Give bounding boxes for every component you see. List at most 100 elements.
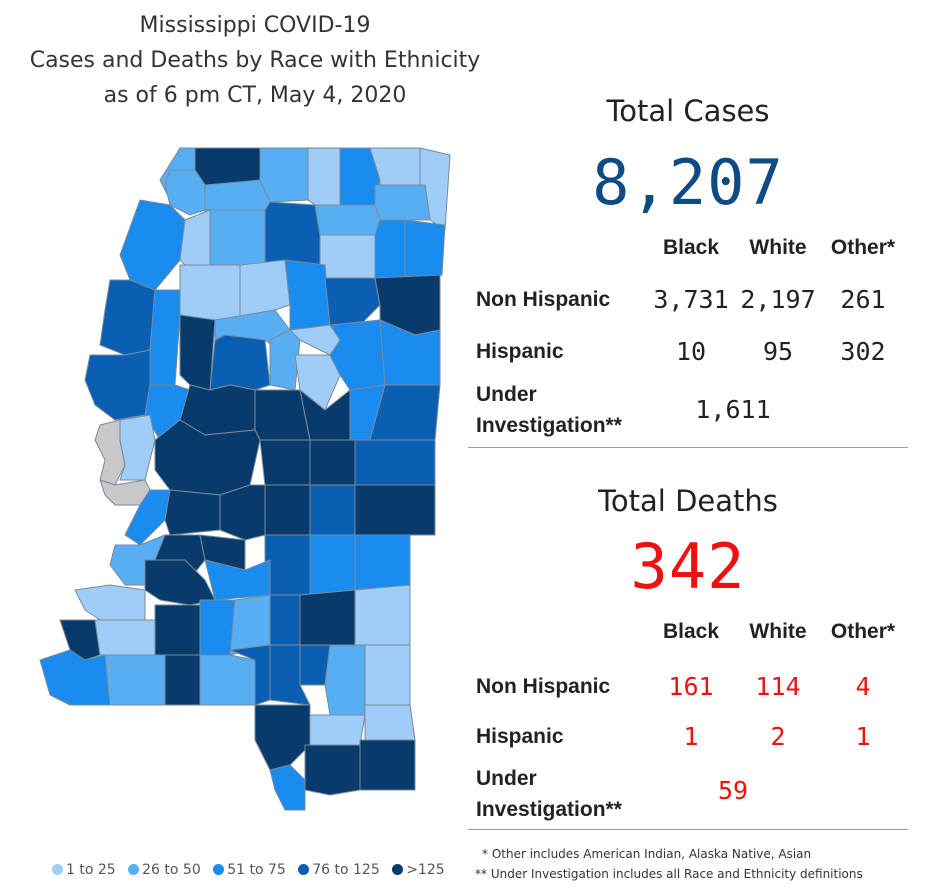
county-region [144, 559, 216, 606]
county-region [364, 704, 416, 741]
county-region [354, 584, 411, 646]
county-region [269, 644, 311, 706]
county-region [119, 414, 156, 481]
title-line-3: as of 6 pm CT, May 4, 2020 [103, 83, 407, 108]
county-region [209, 334, 271, 391]
county-region [74, 584, 146, 621]
deaths-under-line-1: Under [476, 767, 537, 790]
county-region [309, 484, 356, 536]
title-line-2: Cases and Deaths by Race with Ethnicity [29, 48, 481, 73]
deaths-col-other: Other* [830, 620, 896, 643]
county-region [354, 439, 436, 486]
deaths-nonhispanic-white: 114 [755, 672, 801, 701]
county-region [319, 234, 376, 279]
county-region [94, 619, 156, 656]
county-region [254, 704, 311, 771]
county-region [269, 594, 301, 646]
county-region [354, 534, 411, 591]
deaths-row-hispanic-label: Hispanic [476, 725, 564, 748]
county-region [154, 604, 201, 656]
county-region [374, 219, 406, 279]
total-cases-value: 8,207 [592, 146, 784, 219]
deaths-under-investigation-label: Under Investigation** [476, 763, 622, 825]
county-region [239, 259, 291, 321]
county-region [359, 739, 416, 791]
cases-row-hispanic-label: Hispanic [476, 340, 564, 363]
cases-hispanic-white: 95 [762, 337, 794, 366]
legend-swatch [298, 864, 310, 875]
legend-swatch [392, 864, 404, 875]
county-region [259, 147, 309, 203]
deaths-nonhispanic-other: 4 [855, 672, 871, 701]
cases-nonhispanic-black: 3,731 [653, 285, 729, 314]
cases-hispanic-black: 10 [675, 337, 707, 366]
cases-under-investigation-label: Under Investigation** [476, 379, 622, 441]
legend-item: 76 to 125 [298, 862, 380, 878]
legend-label: 76 to 125 [312, 862, 380, 878]
total-deaths-value: 342 [630, 530, 746, 603]
county-region [374, 184, 431, 221]
county-region [179, 264, 241, 321]
county-region [229, 644, 271, 706]
legend-swatch [52, 864, 63, 875]
county-region [324, 644, 366, 716]
cases-under-line-1: Under [476, 383, 537, 406]
cases-nonhispanic-white: 2,197 [740, 285, 816, 314]
county-region [294, 354, 341, 411]
deaths-col-white: White [749, 620, 807, 643]
legend-item: 1 to 25 [52, 862, 116, 878]
county-region [314, 204, 381, 236]
cases-col-black: Black [662, 236, 720, 259]
legend-item: 51 to 75 [213, 862, 286, 878]
section-divider [468, 829, 908, 830]
county-region [324, 277, 381, 326]
county-region [309, 534, 356, 596]
cases-heading: Total Cases [606, 94, 770, 128]
deaths-hispanic-black: 1 [683, 722, 699, 751]
deaths-heading: Total Deaths [598, 484, 778, 518]
county-region [84, 349, 151, 421]
legend-label: 51 to 75 [227, 862, 286, 878]
county-region [204, 559, 271, 601]
county-region [379, 319, 441, 386]
legend-label: 1 to 25 [66, 862, 116, 878]
county-region [264, 534, 311, 596]
county-region [299, 589, 356, 646]
legend-item: >125 [392, 862, 445, 878]
county-region [264, 484, 311, 536]
legend-swatch [213, 864, 225, 875]
section-divider [468, 447, 908, 448]
county-region [164, 489, 221, 536]
cases-col-white: White [749, 236, 807, 259]
county-region [179, 314, 216, 391]
county-region [204, 179, 271, 211]
deaths-col-black: Black [662, 620, 720, 643]
footnote-other: * Other includes American Indian, Alaska… [482, 847, 812, 861]
legend-swatch [128, 864, 140, 875]
county-region [264, 201, 321, 266]
county-map [39, 147, 451, 811]
title-line-1: Mississippi COVID-19 [139, 13, 371, 38]
county-region [119, 199, 186, 291]
county-region [39, 649, 111, 706]
county-region [309, 439, 356, 486]
deaths-nonhispanic-black: 161 [668, 672, 714, 701]
deaths-hispanic-white: 2 [770, 722, 786, 751]
legend-label: 26 to 50 [142, 862, 201, 878]
county-region [199, 599, 236, 656]
legend-item: 26 to 50 [128, 862, 201, 878]
county-region [309, 714, 366, 746]
county-region [154, 419, 261, 496]
cases-hispanic-other: 302 [840, 337, 886, 366]
deaths-row-non-hispanic-label: Non Hispanic [476, 675, 611, 698]
county-region [199, 654, 256, 706]
county-region [304, 744, 361, 796]
county-region [284, 259, 331, 331]
county-region [164, 654, 201, 706]
county-region [149, 289, 181, 386]
map-legend: 1 to 25 26 to 50 51 to 75 76 to 125 >125 [52, 862, 453, 878]
county-region [259, 439, 311, 486]
county-region [404, 219, 446, 279]
legend-label: >125 [406, 862, 445, 878]
county-region [164, 169, 206, 216]
